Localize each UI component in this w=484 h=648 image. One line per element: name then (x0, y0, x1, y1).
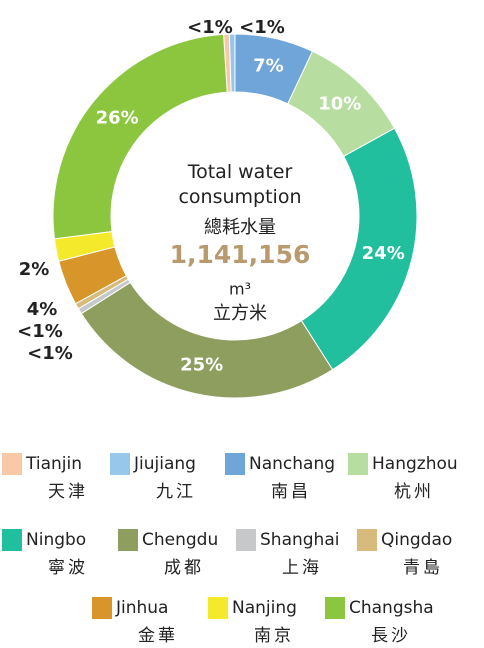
legend-swatch (110, 453, 130, 475)
legend-label: Jinhua (115, 598, 168, 618)
slice (52, 33, 228, 240)
legend-label: Jiujiang (133, 454, 196, 474)
legend-swatch (236, 529, 256, 551)
legend-label: Tianjin (25, 454, 82, 474)
legend-label: Changsha (349, 598, 434, 618)
value-label: 7% (253, 56, 284, 77)
value-label: 24% (362, 243, 405, 264)
legend-label-zh: 杭州 (394, 482, 434, 502)
legend-swatch (208, 597, 228, 619)
legend-label: Qingdao (381, 530, 452, 550)
value-label: 26% (96, 107, 139, 128)
legend-label: Nanchang (249, 454, 335, 474)
value-label: <1% (17, 321, 63, 342)
legend-swatch (2, 453, 22, 475)
legend-label-zh: 成都 (164, 558, 204, 578)
center-unit-zh: 立方米 (213, 303, 267, 324)
center-title-zh: 總耗水量 (204, 217, 276, 238)
legend-label-zh: 天津 (48, 482, 88, 502)
legend-label: Hangzhou (372, 454, 458, 474)
legend-label: Chengdu (142, 530, 218, 550)
value-label: 25% (180, 354, 223, 375)
legend-label-zh: 南京 (254, 626, 294, 646)
value-label: 4% (27, 299, 58, 320)
legend-label: Ningbo (26, 530, 86, 550)
center-value: 1,141,156 (170, 240, 311, 269)
slice (80, 281, 334, 399)
legend-label-zh: 九江 (156, 482, 196, 502)
legend-label-zh: 長沙 (371, 626, 411, 646)
value-label: 10% (318, 93, 361, 114)
legend-swatch (2, 529, 22, 551)
value-label: <1% (27, 343, 73, 364)
legend-swatch (325, 597, 345, 619)
legend-label-zh: 青島 (403, 558, 443, 578)
legend-swatch (225, 453, 245, 475)
legend-label-zh: 金華 (138, 626, 178, 646)
legend-swatch (92, 597, 112, 619)
legend-swatch (357, 529, 377, 551)
legend-label-zh: 寧波 (48, 558, 88, 578)
legend-swatch (348, 453, 368, 475)
value-label: 2% (19, 259, 50, 280)
legend-label-zh: 南昌 (271, 482, 311, 502)
value-label: <1% (187, 17, 233, 38)
value-label: <1% (239, 17, 285, 38)
legend-label: Nanjing (232, 598, 297, 618)
legend-swatch (118, 529, 138, 551)
legend-label: Shanghai (260, 530, 339, 550)
legend-label-zh: 上海 (282, 558, 322, 578)
center-unit: m³ (229, 280, 251, 299)
center-title: Total water consumption (178, 161, 301, 208)
